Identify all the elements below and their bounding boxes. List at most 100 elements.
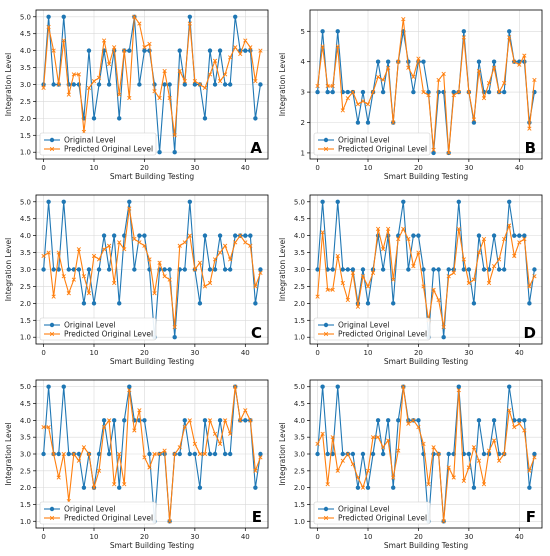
predicted-point <box>502 80 507 86</box>
x-tick-label: 40 <box>515 349 524 357</box>
original-point <box>132 267 137 272</box>
legend-marker <box>323 146 329 152</box>
legend-label: Predicted Original Level <box>338 330 427 339</box>
panel-b: 1 2 3 4 5 0 10 20 30 40 Smart Building Testing Inte… <box>276 2 548 185</box>
original-point <box>456 199 461 204</box>
predicted-point <box>406 421 411 426</box>
original-point <box>212 451 218 457</box>
original-point <box>91 301 97 306</box>
predicted-point <box>391 120 396 125</box>
original-point <box>46 199 51 204</box>
y-tick-label: 2.0 <box>294 484 305 492</box>
original-point <box>192 82 198 87</box>
original-point <box>202 233 208 238</box>
predicted-point <box>330 435 335 440</box>
predicted-point <box>177 445 182 450</box>
predicted-point <box>132 236 137 242</box>
original-point <box>507 384 512 389</box>
predicted-point <box>91 78 97 84</box>
original-point <box>142 233 147 238</box>
predicted-point <box>107 243 112 248</box>
original-point <box>491 59 497 64</box>
predicted-point <box>320 431 325 436</box>
predicted-point <box>142 45 147 50</box>
predicted-point <box>117 92 122 97</box>
original-point <box>532 267 537 272</box>
y-tick-label: 4 <box>301 58 306 66</box>
original-point <box>147 48 152 53</box>
original-point <box>360 267 366 272</box>
original-point <box>355 120 361 125</box>
original-point <box>207 267 213 272</box>
original-point <box>340 267 345 272</box>
predicted-point <box>345 96 350 101</box>
original-point <box>491 233 497 238</box>
predicted-point <box>71 72 76 77</box>
legend-marker <box>49 331 55 337</box>
predicted-point <box>177 243 182 248</box>
legend-marker <box>323 137 329 143</box>
x-tick-label: 0 <box>315 349 319 357</box>
series-line-predicted <box>43 386 261 522</box>
y-tick-label: 2 <box>301 119 305 127</box>
predicted-point <box>381 247 386 252</box>
chart-a: 1.0 1.5 2.0 2.5 3.0 3.5 4.0 4.5 5.0 0 10 20 30 40 Smar… <box>4 9 269 181</box>
original-point <box>380 451 386 457</box>
predicted-point <box>177 68 182 74</box>
predicted-point <box>212 58 218 63</box>
predicted-point <box>243 38 248 43</box>
predicted-point <box>86 85 92 91</box>
original-point <box>496 267 502 272</box>
predicted-point <box>137 21 142 26</box>
predicted-point <box>258 455 263 460</box>
predicted-point <box>101 38 107 43</box>
original-point <box>350 451 356 457</box>
original-point <box>127 48 132 53</box>
original-point <box>320 199 325 204</box>
predicted-point <box>248 243 253 248</box>
original-point <box>101 418 107 423</box>
legend-box <box>313 501 431 525</box>
original-point <box>481 451 487 457</box>
legend-label: Original Level <box>338 136 390 145</box>
x-tick-label: 0 <box>41 349 45 357</box>
predicted-point <box>315 441 320 447</box>
panel-letter: D <box>524 324 536 342</box>
predicted-point <box>330 83 335 89</box>
predicted-point <box>386 226 391 231</box>
predicted-point <box>360 99 366 104</box>
original-point <box>51 267 56 272</box>
predicted-point <box>431 445 436 450</box>
predicted-point <box>411 74 416 80</box>
predicted-point <box>401 17 406 22</box>
predicted-point <box>315 83 320 89</box>
predicted-point <box>71 451 76 457</box>
y-tick-label: 4.5 <box>20 30 31 38</box>
predicted-point <box>162 448 167 453</box>
predicted-point <box>456 89 461 95</box>
y-tick-label: 5.0 <box>294 383 305 391</box>
predicted-point <box>416 250 421 255</box>
predicted-point <box>162 68 167 74</box>
original-point <box>86 48 92 53</box>
original-point <box>76 451 82 457</box>
original-point <box>182 418 187 423</box>
predicted-point <box>436 77 441 83</box>
original-point <box>446 267 451 272</box>
predicted-point <box>532 77 537 83</box>
x-axis-label: Smart Building Testing <box>384 357 468 366</box>
original-point <box>243 418 248 423</box>
panel-letter: A <box>250 139 262 157</box>
predicted-point <box>207 72 213 77</box>
predicted-point <box>202 85 208 91</box>
predicted-point <box>350 461 355 467</box>
predicted-point <box>471 117 477 122</box>
predicted-point <box>512 59 517 64</box>
x-tick-label: 40 <box>241 164 250 172</box>
original-point <box>315 89 320 95</box>
predicted-point <box>315 294 320 299</box>
original-point <box>416 233 421 238</box>
series-line-original <box>43 201 261 338</box>
